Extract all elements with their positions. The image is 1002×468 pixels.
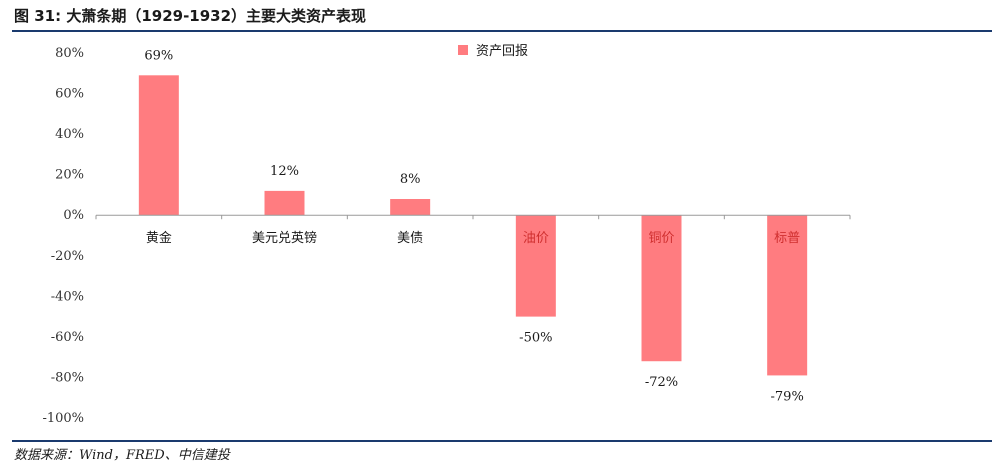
category-label: 美债	[397, 231, 423, 246]
y-tick-label: 20%	[55, 168, 84, 183]
data-label: -72%	[645, 375, 678, 390]
y-tick-label: -60%	[51, 330, 84, 345]
bar	[390, 199, 431, 216]
legend-swatch	[458, 45, 468, 55]
data-label: -50%	[519, 331, 552, 346]
category-label: 黄金	[146, 230, 172, 246]
y-tick-label: -100%	[42, 411, 84, 426]
bar	[264, 190, 305, 216]
figure-title: 图 31: 大萧条期（1929-1932）主要大类资产表现	[14, 7, 367, 25]
y-tick-label: -80%	[51, 370, 84, 385]
y-tick-label: 80%	[55, 46, 84, 61]
bottom-rule	[12, 440, 992, 442]
y-axis-labels: 80% 60% 40% 20% 0% -20% -40% -60% -80% -100%	[42, 46, 84, 426]
category-label: 铜价	[648, 231, 674, 246]
bar	[767, 215, 808, 376]
y-tick-label: -20%	[51, 249, 84, 264]
y-tick-label: 40%	[55, 127, 84, 142]
source-note: 数据来源：Wind，FRED、中信建投	[14, 448, 230, 463]
data-labels: 69% 12% 8% -50% -72% -79%	[144, 48, 803, 404]
bar	[138, 75, 179, 216]
top-rule	[12, 30, 992, 32]
category-label: 美元兑英镑	[252, 230, 317, 246]
legend: 资产回报	[458, 44, 528, 59]
category-labels: 黄金 美元兑英镑 美债 油价 铜价 标普	[146, 230, 800, 246]
y-tick-label: -40%	[51, 289, 84, 304]
data-label: 69%	[144, 48, 173, 63]
bar	[515, 215, 556, 317]
category-label: 油价	[523, 231, 549, 246]
data-label: 12%	[270, 164, 299, 179]
category-label: 标普	[774, 231, 800, 246]
bar	[641, 215, 682, 362]
y-tick-label: 0%	[63, 208, 84, 223]
legend-label: 资产回报	[476, 44, 528, 59]
x-axis-ticks	[95, 215, 851, 220]
data-label: -79%	[771, 389, 804, 404]
data-label: 8%	[400, 172, 421, 187]
bars	[138, 75, 808, 376]
bar-chart: 80% 60% 40% 20% 0% -20% -40% -60% -80% -100% 黄金 美元…	[42, 44, 851, 426]
y-tick-label: 60%	[55, 87, 84, 102]
